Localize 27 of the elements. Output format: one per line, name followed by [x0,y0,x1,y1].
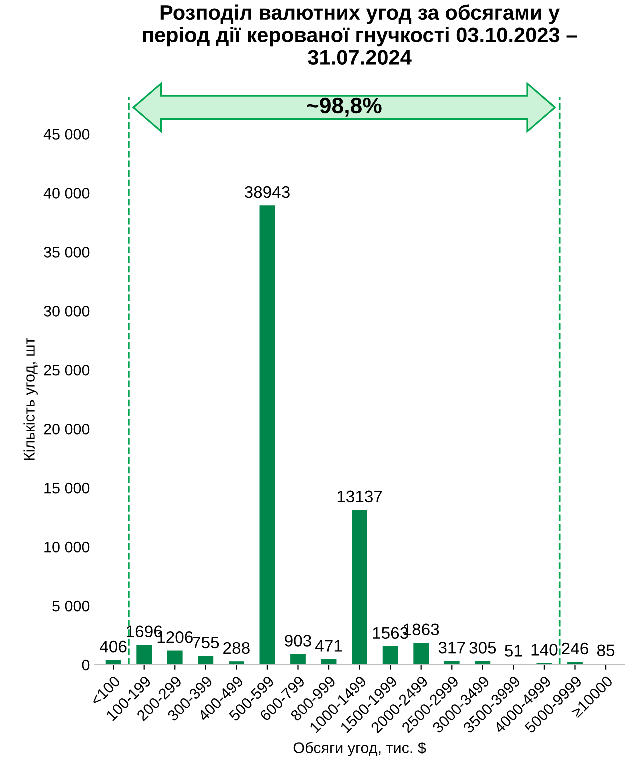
chart-title: Розподіл валютних угод за обсягами у період дії керованої гнучкості 03.10.2023 – 31.07.2024 [143,4,578,66]
data-label: 13137 [338,490,382,503]
data-label: 317 [438,642,466,654]
data-label: 288 [224,642,250,654]
x-axis-title: Обсяги угод, тис. $ [294,742,426,756]
data-label: 903 [285,635,312,647]
y-tick-label: 30 000 [44,306,90,317]
y-tick-label: 15 000 [44,482,90,494]
y-axis-title: Кількість угод, шт [24,338,38,460]
data-label: 406 [100,640,127,653]
data-label: 140 [532,644,558,656]
data-label: 471 [315,640,342,652]
y-tick-label: 45 000 [44,129,90,140]
y-tick-label: 0 [82,660,90,671]
text: ~98,8% [307,98,382,117]
y-tick-label: 10 000 [44,542,90,553]
data-label: 51 [505,645,522,657]
y-tick-label: 20 000 [44,424,90,435]
data-label: 246 [562,642,588,655]
data-label: 85 [597,644,615,657]
y-tick-label: 5 000 [52,600,90,612]
y-tick-label: 25 000 [44,364,90,376]
data-label: 38943 [244,186,290,198]
data-label: 755 [192,636,220,649]
y-tick-label: 40 000 [44,188,90,199]
y-tick-label: 35 000 [44,247,90,258]
data-label: 305 [470,642,496,654]
